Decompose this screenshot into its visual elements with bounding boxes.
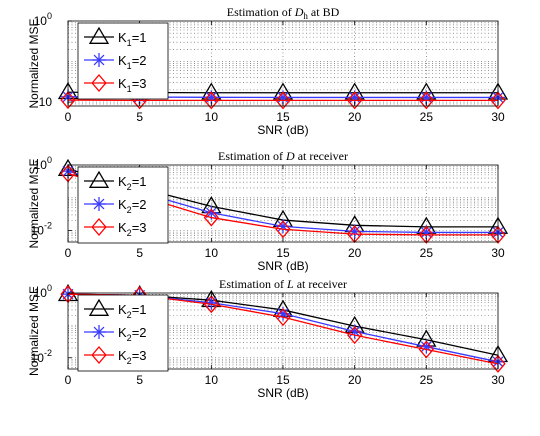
y-tick-exponent: -2: [44, 221, 52, 231]
x-tick-label: 25: [420, 246, 434, 260]
legend-label-name: K: [118, 220, 127, 235]
x-tick-label: 20: [348, 246, 362, 260]
chart-title: Estimation of D at receiver: [218, 149, 348, 163]
x-tick-label: 5: [136, 110, 143, 124]
y-axis-label: Normalized MSE: [27, 158, 41, 248]
legend-label-name: K: [118, 174, 127, 189]
y-tick-exponent: 0: [47, 283, 52, 293]
legend-label-value: =1: [132, 302, 147, 317]
legend-label-name: K: [118, 30, 127, 45]
x-tick-label: 15: [276, 373, 290, 387]
title-text: Estimation of: [227, 5, 295, 19]
x-axis-label: SNR (dB): [257, 259, 308, 273]
x-tick-label: 20: [348, 373, 362, 387]
title-text: at BD: [308, 5, 340, 19]
x-tick-label: 25: [420, 373, 434, 387]
chart-title: Estimation of L at receiver: [219, 277, 347, 291]
legend-label-name: K: [118, 348, 127, 363]
title-text: Estimation of: [218, 149, 286, 163]
legend-label-name: K: [118, 302, 127, 317]
legend-label-name: K: [118, 197, 127, 212]
y-axis-label: Normalized MSE: [27, 286, 41, 376]
x-axis-label: SNR (dB): [257, 386, 308, 400]
x-tick-label: 20: [348, 110, 362, 124]
x-tick-label: 0: [65, 246, 72, 260]
y-axis-label: Normalized MSE: [27, 18, 41, 108]
x-tick-label: 15: [276, 110, 290, 124]
title-text: at receiver: [294, 277, 347, 291]
legend-label-value: =2: [132, 325, 147, 340]
legend: K2=1K2=2K2=3: [78, 295, 168, 371]
title-variable: D: [285, 149, 295, 163]
x-tick-label: 10: [205, 110, 219, 124]
legend-label-value: =3: [132, 348, 147, 363]
legend-label-name: K: [118, 53, 127, 68]
legend-label-value: =3: [132, 76, 147, 91]
title-variable: D: [294, 5, 304, 19]
x-tick-label: 0: [65, 373, 72, 387]
legend: K2=1K2=2K2=3: [78, 167, 168, 243]
x-tick-label: 30: [491, 373, 505, 387]
title-text: at receiver: [295, 149, 348, 163]
legend-label-value: =3: [132, 220, 147, 235]
x-tick-label: 30: [491, 110, 505, 124]
legend-label-value: =1: [132, 30, 147, 45]
x-tick-label: 10: [205, 373, 219, 387]
title-text: Estimation of: [219, 277, 287, 291]
x-tick-label: 10: [205, 246, 219, 260]
legend-label-name: K: [118, 76, 127, 91]
x-tick-label: 5: [136, 373, 143, 387]
legend-label-name: K: [118, 325, 127, 340]
y-tick-exponent: -2: [44, 348, 52, 358]
x-axis-label: SNR (dB): [257, 123, 308, 137]
x-tick-label: 25: [420, 110, 434, 124]
y-tick-exponent: 0: [47, 155, 52, 165]
legend-label-value: =2: [132, 197, 147, 212]
x-tick-label: 30: [491, 246, 505, 260]
x-tick-label: 15: [276, 246, 290, 260]
legend: K1=1K1=2K1=3: [78, 23, 168, 99]
legend-label-value: =1: [132, 174, 147, 189]
y-tick-exponent: 0: [47, 11, 52, 21]
x-tick-label: 5: [136, 246, 143, 260]
x-tick-label: 0: [65, 110, 72, 124]
chart-title: Estimation of Dh at BD: [227, 5, 340, 21]
legend-label-value: =2: [132, 53, 147, 68]
